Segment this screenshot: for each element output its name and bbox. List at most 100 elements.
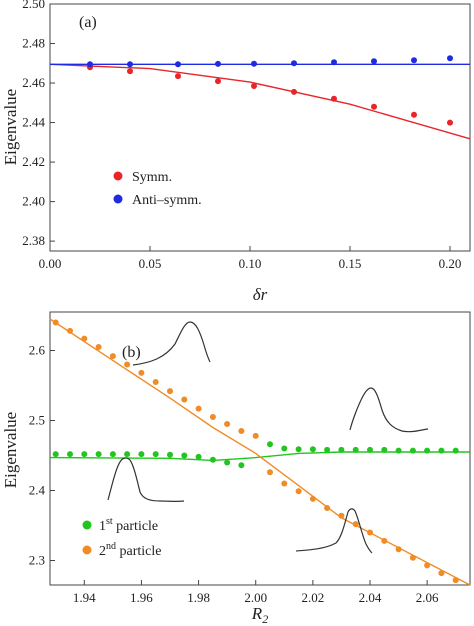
data-point-1st-particle	[367, 446, 373, 453]
data-point-anti-symm	[215, 60, 221, 67]
panel-b-y-axis-label: Eigenvalue	[1, 412, 20, 488]
data-point-1st-particle	[324, 446, 331, 453]
panel-a: 2.38 2.40 2.42 2.44 2.46 2.48 2.50 0.00 0.05 0.1…	[1, 0, 471, 304]
data-point-2nd-particle	[452, 577, 459, 584]
data-point-1st-particle	[281, 445, 288, 452]
data-point-1st-particle	[267, 441, 273, 448]
data-point-2nd-particle	[138, 369, 145, 376]
x-tick-label: 1.94	[73, 590, 96, 605]
data-point-2nd-particle	[95, 344, 102, 350]
legend-1st-sup: st	[106, 516, 113, 527]
panel-a-x-ticks: 0.00 0.05 0.10 0.15 0.20	[39, 246, 462, 271]
data-point-1st-particle	[167, 451, 173, 458]
data-point-2nd-particle	[81, 335, 88, 342]
data-point-anti-symm	[411, 57, 417, 64]
data-point-2nd-particle	[209, 414, 216, 420]
y-tick-label: 2.40	[22, 194, 45, 209]
data-point-symm	[175, 73, 181, 80]
data-point-2nd-particle	[124, 361, 131, 368]
data-point-2nd-particle	[381, 537, 388, 544]
data-point-1st-particle	[81, 451, 88, 458]
data-point-anti-symm	[175, 61, 181, 68]
legend-label-anti-symm: Anti–symm.	[132, 193, 202, 208]
data-point-1st-particle	[452, 447, 459, 454]
panel-b-frame	[49, 311, 471, 586]
legend-marker-anti-symm	[113, 194, 123, 204]
fit-line-symm	[49, 63, 471, 140]
legend-2nd-sup: nd	[106, 541, 116, 552]
legend-2nd-rest: particle	[116, 544, 161, 559]
x-tick-label: 0.05	[139, 256, 162, 271]
panel-b-x-axis-label: R2	[251, 604, 268, 626]
legend-label-2nd-particle: 2nd particle	[99, 541, 161, 559]
data-point-1st-particle	[238, 462, 245, 469]
y-tick-label: 2.42	[22, 154, 45, 169]
x-tick-label: 2.04	[359, 590, 382, 605]
panel-a-points	[87, 55, 453, 126]
legend-1st-main: 1	[99, 519, 106, 534]
x-tick-label: 0.10	[239, 256, 262, 271]
data-point-2nd-particle	[167, 388, 173, 395]
x-tick-label: 2.06	[416, 590, 439, 605]
panel-a-y-ticks: 2.38 2.40 2.42 2.44 2.46 2.48 2.50	[22, 0, 55, 248]
panel-a-x-axis-label: δr	[253, 285, 268, 304]
panel-b: 2.3 2.4 2.5 2.6 1.94 1.96 1.98 2.00 2.02 2.04 2.0…	[1, 311, 471, 626]
x-tick-label: 0.00	[39, 256, 62, 271]
data-point-2nd-particle	[224, 421, 231, 427]
data-point-1st-particle	[381, 446, 388, 453]
legend-label-1st-particle: 1st particle	[99, 516, 158, 534]
y-tick-label: 2.48	[22, 36, 45, 51]
data-point-2nd-particle	[324, 505, 331, 511]
legend-label-symm: Symm.	[132, 170, 172, 185]
data-point-2nd-particle	[309, 495, 316, 502]
data-point-2nd-particle	[352, 521, 359, 528]
x-axis-label-sub: 2	[262, 612, 268, 626]
data-point-2nd-particle	[252, 432, 259, 439]
data-point-2nd-particle	[109, 353, 116, 360]
inset-wavefunction-curve	[132, 321, 211, 366]
panel-a-frame	[49, 3, 471, 252]
panel-a-legend: Symm. Anti–symm.	[113, 170, 202, 208]
data-point-2nd-particle	[395, 546, 402, 553]
panel-a-label: (a)	[79, 14, 97, 31]
data-point-1st-particle	[438, 447, 445, 454]
data-point-symm	[215, 78, 221, 85]
x-tick-label: 1.96	[130, 590, 153, 605]
data-point-anti-symm	[371, 58, 377, 65]
legend-2nd-main: 2	[99, 544, 106, 559]
y-tick-label: 2.4	[29, 483, 46, 498]
inset-wavefunction-curve	[107, 457, 185, 503]
data-point-symm	[331, 95, 337, 102]
data-point-anti-symm	[87, 61, 93, 68]
legend-marker-1st-particle	[82, 520, 92, 530]
data-point-2nd-particle	[152, 379, 159, 385]
data-point-1st-particle	[195, 453, 202, 460]
data-point-1st-particle	[67, 451, 73, 458]
data-point-2nd-particle	[367, 529, 373, 536]
data-point-symm	[251, 83, 257, 89]
x-tick-label: 0.20	[439, 256, 462, 271]
legend-1st-rest: particle	[113, 519, 158, 534]
data-point-2nd-particle	[424, 562, 431, 569]
data-point-2nd-particle	[409, 554, 416, 561]
panel-b-y-ticks: 2.3 2.4 2.5 2.6	[29, 343, 55, 568]
data-point-2nd-particle	[195, 405, 202, 412]
y-tick-label: 2.5	[29, 413, 45, 428]
data-point-symm	[291, 88, 297, 95]
panel-a-fit-lines	[49, 63, 471, 140]
panel-b-x-ticks: 1.94 1.96 1.98 2.00 2.02 2.04 2.06	[73, 580, 439, 605]
y-tick-label: 2.6	[29, 343, 46, 358]
data-point-1st-particle	[209, 456, 216, 463]
data-point-1st-particle	[152, 451, 159, 458]
x-tick-label: 0.15	[339, 256, 362, 271]
data-point-1st-particle	[138, 451, 145, 458]
data-point-2nd-particle	[238, 428, 245, 434]
y-tick-label: 2.3	[29, 553, 45, 568]
data-point-2nd-particle	[52, 319, 59, 326]
data-point-symm	[371, 103, 377, 110]
y-tick-label: 2.38	[22, 233, 45, 248]
data-point-1st-particle	[52, 451, 59, 458]
inset-wavefunction-curve	[349, 387, 429, 433]
data-point-1st-particle	[409, 447, 416, 454]
